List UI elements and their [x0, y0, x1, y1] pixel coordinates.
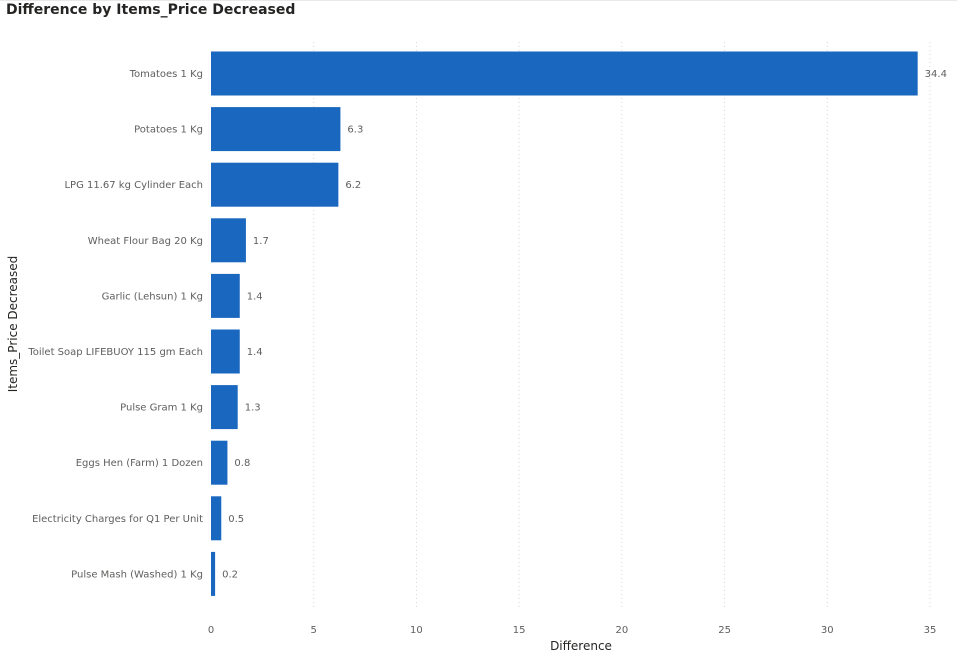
- data-label: 6.2: [345, 180, 361, 191]
- category-label: Potatoes 1 Kg: [134, 125, 203, 136]
- category-label: Pulse Mash (Washed) 1 Kg: [71, 569, 203, 580]
- category-label: Garlic (Lehsun) 1 Kg: [102, 291, 203, 302]
- category-labels: Tomatoes 1 Kg Potatoes 1 Kg LPG 11.67 kg C…: [27, 69, 203, 580]
- data-labels: 34.4 6.3 6.2 1.7 1.4 1.4 1.3 0.8 0.5 0.2: [222, 69, 947, 580]
- y-axis-title: Items_Price Decreased: [6, 256, 20, 393]
- x-tick-label: 5: [311, 625, 317, 636]
- category-label: Toilet Soap LIFEBUOY 115 gm Each: [27, 347, 203, 358]
- x-tick-label: 30: [821, 625, 834, 636]
- data-label: 1.4: [247, 347, 263, 358]
- x-tick-label: 10: [410, 625, 423, 636]
- x-tick-label: 35: [924, 625, 937, 636]
- bars: [211, 51, 918, 596]
- x-axis-title: Difference: [550, 639, 612, 653]
- bar[interactable]: [211, 551, 216, 596]
- x-tick-label: 25: [718, 625, 731, 636]
- bar[interactable]: [211, 496, 222, 541]
- data-label: 34.4: [925, 69, 947, 80]
- top-border: [0, 0, 957, 1]
- x-tick-labels: 0 5 10 15 20 25 30 35: [208, 625, 937, 636]
- bar[interactable]: [211, 440, 228, 485]
- x-tick-label: 20: [615, 625, 628, 636]
- bar[interactable]: [211, 273, 240, 318]
- category-label: Wheat Flour Bag 20 Kg: [88, 236, 203, 247]
- bar[interactable]: [211, 107, 341, 152]
- category-label: Tomatoes 1 Kg: [129, 69, 203, 80]
- data-label: 6.3: [347, 125, 363, 136]
- bar[interactable]: [211, 51, 918, 96]
- data-label: 0.2: [222, 569, 238, 580]
- data-label: 0.8: [234, 458, 250, 469]
- data-label: 1.4: [247, 291, 263, 302]
- category-label: LPG 11.67 kg Cylinder Each: [64, 180, 203, 191]
- bar[interactable]: [211, 329, 240, 374]
- chart-title: Difference by Items_Price Decreased: [6, 2, 296, 18]
- category-label: Pulse Gram 1 Kg: [120, 403, 203, 414]
- bar[interactable]: [211, 162, 339, 207]
- data-label: 1.3: [245, 403, 261, 414]
- bar[interactable]: [211, 385, 238, 430]
- gridlines: [313, 42, 931, 608]
- x-tick-label: 0: [208, 625, 214, 636]
- category-label: Electricity Charges for Q1 Per Unit: [32, 514, 203, 525]
- data-label: 1.7: [253, 236, 269, 247]
- category-label: Eggs Hen (Farm) 1 Dozen: [76, 458, 203, 469]
- bar[interactable]: [211, 218, 246, 263]
- x-tick-label: 15: [513, 625, 526, 636]
- data-label: 0.5: [228, 514, 244, 525]
